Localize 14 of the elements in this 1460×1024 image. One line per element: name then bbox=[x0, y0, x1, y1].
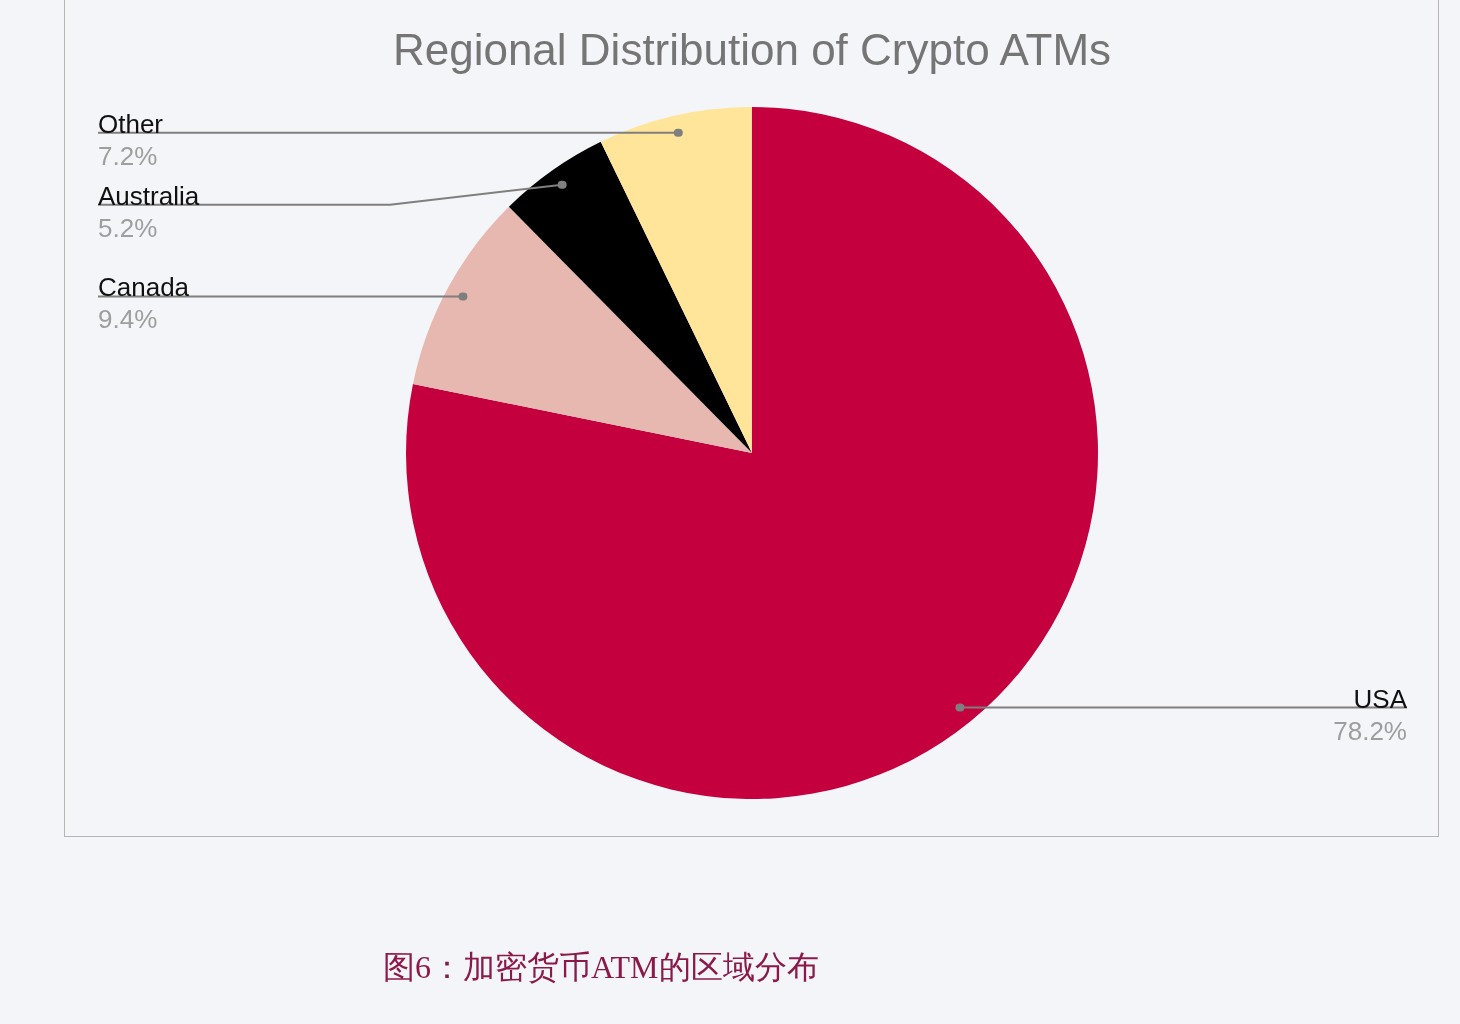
data-label: 78.2% bbox=[1333, 715, 1407, 746]
chart-title: Regional Distribution of Crypto ATMs bbox=[392, 25, 1112, 74]
data-label: 9.4% bbox=[98, 304, 158, 335]
slice-label: USA bbox=[1353, 683, 1408, 714]
pie-slice bbox=[600, 107, 752, 453]
pie-slice bbox=[508, 141, 752, 453]
slice-label: Australia bbox=[98, 180, 200, 211]
pie-slice bbox=[406, 107, 1098, 799]
slice-label: Other bbox=[98, 108, 164, 139]
slice-label: Canada bbox=[98, 272, 190, 303]
pie-slice bbox=[412, 206, 752, 453]
data-label: 7.2% bbox=[98, 140, 158, 171]
data-label: 5.2% bbox=[98, 212, 158, 243]
caption: 图6：加密货币ATM的区域分布 bbox=[383, 949, 819, 985]
